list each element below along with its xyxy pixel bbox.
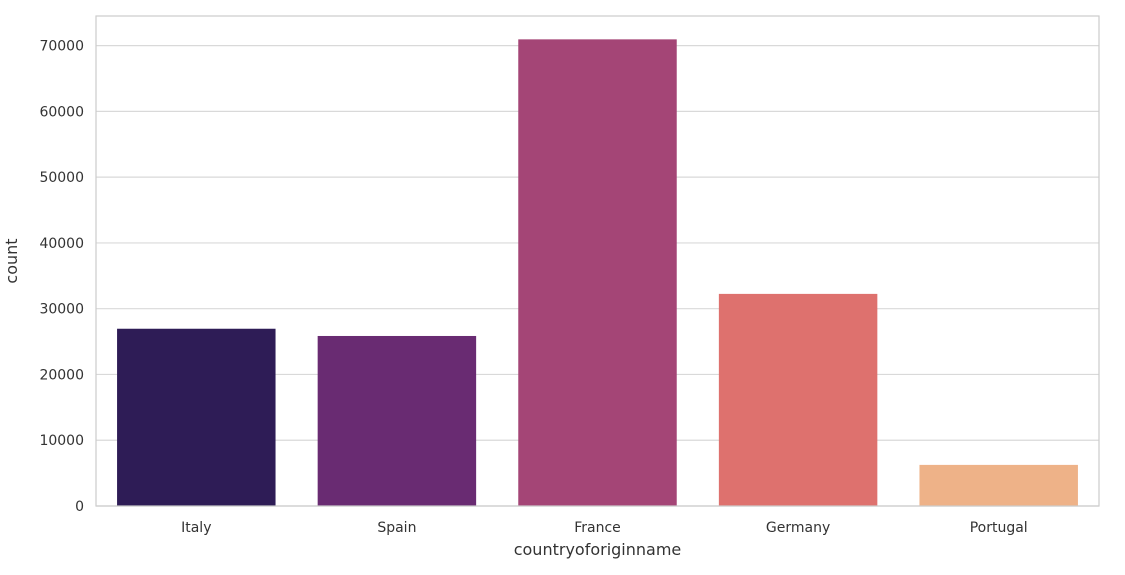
y-tick-label: 60000 <box>39 104 84 120</box>
y-tick-label: 0 <box>75 499 84 515</box>
y-tick-label: 40000 <box>39 236 84 252</box>
y-tick-label: 10000 <box>39 433 84 449</box>
x-axis-label: countryoforiginname <box>514 540 682 559</box>
bar-italy <box>117 328 276 506</box>
y-tick-label: 20000 <box>39 367 84 383</box>
y-tick-label: 70000 <box>39 39 84 55</box>
x-tick-label: Germany <box>766 520 830 536</box>
x-tick-label: Portugal <box>970 520 1028 536</box>
plot-frame <box>95 15 1100 507</box>
bar-portugal <box>919 464 1078 506</box>
y-axis-label: count <box>2 238 21 283</box>
x-tick-label: Italy <box>181 520 211 536</box>
bar-france <box>518 39 677 506</box>
bars <box>117 39 1078 506</box>
bar-spain <box>317 335 477 506</box>
y-tick-label: 50000 <box>39 170 84 186</box>
y-tick-label: 30000 <box>39 302 84 318</box>
x-tick-label: France <box>574 520 621 536</box>
x-tick-labels: Italy Spain France Germany Portugal <box>181 520 1028 536</box>
y-tick-labels: 0 10000 20000 30000 40000 50000 60000 70000 <box>39 39 84 515</box>
x-tick-label: Spain <box>377 520 416 536</box>
bar-germany <box>718 293 878 506</box>
